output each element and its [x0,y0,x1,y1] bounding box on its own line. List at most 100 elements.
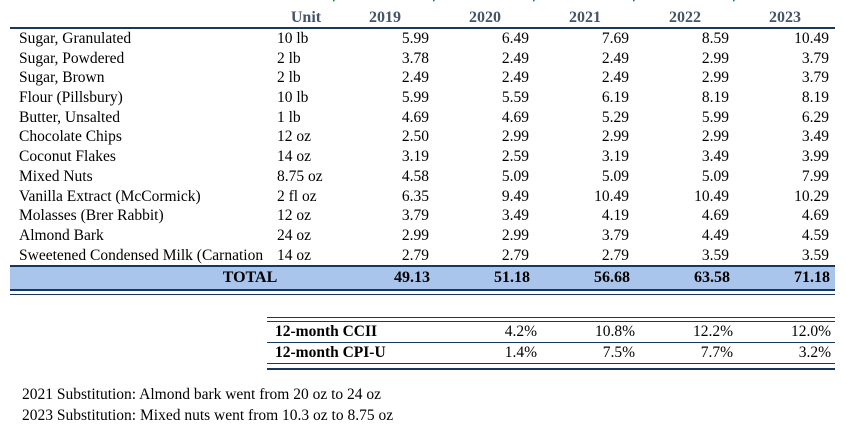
inflation-index-table: 12-month CCII 4.2% 10.8% 12.2% 12.0% 12-… [267,316,835,370]
price-cell: 5.99 [701,108,729,126]
index-value-cell: 10.8% [594,323,635,341]
price-cell: 8.59 [701,30,729,47]
price-cell: 2.99 [401,226,429,244]
total-value-cell: 49.13 [394,269,430,287]
total-label: TOTAL [222,269,278,287]
total-value-cell: 63.58 [694,269,730,287]
price-cell: 3.79 [801,69,829,87]
item-name-cell: Sugar, Granulated [19,30,132,47]
price-cell: 2.49 [501,49,529,67]
error-flag-icon [633,0,641,2]
table-row: Butter, Unsalted 1 lb 4.69 4.69 5.29 5.9… [10,108,835,128]
price-cell: 5.99 [401,89,429,107]
index-table-bottom-rule [267,364,835,370]
unit-cell: 12 oz [277,128,312,146]
table-row: Sugar, Powdered 2 lb 3.78 2.49 2.49 2.99… [10,49,835,69]
total-value-cell: 56.68 [594,269,630,287]
unit-cell: 2 lb [277,49,301,67]
column-header-unit: Unit [290,9,322,26]
price-cell: 6.29 [801,108,829,126]
substitution-note: 2023 Substitution: Mixed nuts went from … [22,406,394,424]
price-cell: 4.69 [401,108,429,126]
price-cell: 4.58 [401,167,429,185]
item-name-cell: Chocolate Chips [19,128,122,146]
price-cell: 6.49 [501,30,529,47]
unit-cell: 2 fl oz [277,187,317,205]
unit-cell: 24 oz [277,226,312,244]
table-row: Almond Bark 24 oz 2.99 2.99 3.79 4.49 4.… [10,226,835,246]
table-row: Coconut Flakes 14 oz 3.19 2.59 3.19 3.49… [10,147,835,167]
table-row: Mixed Nuts 8.75 oz 4.58 5.09 5.09 5.09 7… [10,167,835,187]
column-header-year-2023: 2023 [733,0,835,27]
price-cell: 10.49 [594,187,629,205]
index-table-top-rule [267,316,835,323]
column-header-year-2020: 2020 [433,0,535,27]
table-row: Molasses (Brer Rabbit) 12 oz 3.79 3.49 4… [10,206,835,226]
price-cell: 4.19 [601,207,629,225]
error-flag-icon [433,0,441,2]
price-cell: 10.49 [794,30,829,47]
price-cell: 3.78 [401,49,429,67]
price-cell: 4.69 [801,207,829,225]
price-cell: 5.09 [701,167,729,185]
price-cell: 3.59 [801,246,829,264]
price-cell: 2.79 [601,246,629,264]
item-name-cell: Sugar, Brown [19,69,105,87]
unit-cell: 14 oz [277,148,312,166]
total-value-cell: 51.18 [494,269,530,287]
index-value-cell: 7.7% [700,344,733,362]
price-cell: 3.59 [701,246,729,264]
index-label: 12-month CCII [275,323,378,341]
price-cell: 4.69 [701,207,729,225]
index-value-cell: 4.2% [504,323,537,341]
price-cell: 2.99 [701,128,729,146]
index-row: 12-month CPI-U 1.4% 7.5% 7.7% 3.2% [267,343,835,365]
price-cell: 3.79 [401,207,429,225]
price-cell: 2.59 [501,148,529,166]
index-label: 12-month CPI-U [275,344,386,362]
unit-cell: 8.75 oz [277,167,323,185]
index-value-cell: 3.2% [798,344,831,362]
price-cell: 3.49 [801,128,829,146]
total-double-underline [10,291,835,295]
total-value-cell: 71.18 [794,269,830,287]
item-name-cell: Mixed Nuts [19,167,93,185]
price-cell: 2.99 [501,128,529,146]
price-cell: 3.49 [701,148,729,166]
price-cell: 10.29 [794,187,829,205]
table-row: Sugar, Brown 2 lb 2.49 2.49 2.49 2.99 3.… [10,68,835,88]
price-cell: 2.49 [601,69,629,87]
item-name-cell: Sugar, Powdered [19,49,125,67]
unit-cell: 10 lb [277,30,309,47]
price-cell: 5.09 [501,167,529,185]
table-row: Vanilla Extract (McCormick) 2 fl oz 6.35… [10,187,835,207]
unit-cell: 2 lb [277,69,301,87]
price-cell: 6.35 [401,187,429,205]
item-name-cell: Vanilla Extract (McCormick) [19,187,201,205]
item-name-cell: Molasses (Brer Rabbit) [19,207,164,225]
error-flag-icon [733,0,741,2]
substitution-notes: 2021 Substitution: Almond bark went from… [22,384,835,426]
price-cell: 2.99 [601,128,629,146]
price-cell: 2.79 [401,246,429,264]
item-name-cell: Flour (Pillsbury) [19,89,123,107]
item-name-cell: Coconut Flakes [19,148,116,166]
index-value-cell: 7.5% [602,344,635,362]
error-flag-icon [333,0,341,2]
column-header-year-2021: 2021 [533,0,635,27]
error-flag-icon [533,0,541,2]
table-row: Sugar, Granulated 10 lb 5.99 6.49 7.69 8… [10,29,835,49]
price-cell: 3.99 [801,148,829,166]
price-cell: 5.29 [601,108,629,126]
index-value-cell: 12.2% [692,323,733,341]
price-cell: 2.49 [501,69,529,87]
price-cell: 3.19 [601,148,629,166]
price-cell: 2.99 [701,69,729,87]
item-name-cell: Sweetened Condensed Milk (Carnation [19,246,264,264]
price-cell: 4.59 [801,226,829,244]
price-cell: 10.49 [694,187,729,205]
price-cell: 7.69 [601,30,629,47]
price-cell: 3.79 [801,49,829,67]
price-cell: 5.59 [501,89,529,107]
